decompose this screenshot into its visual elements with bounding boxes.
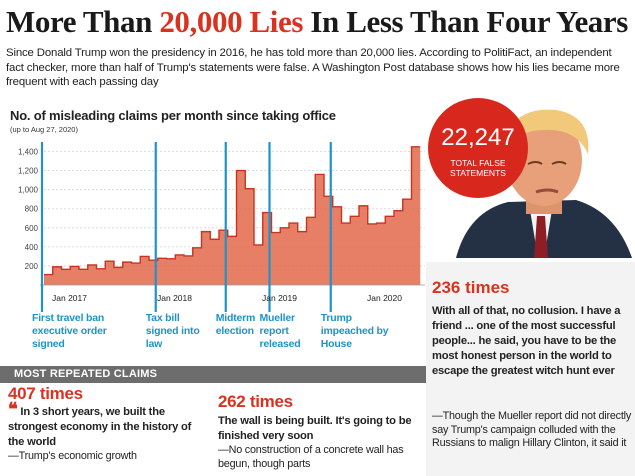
claim-note: —No construction of a concrete wall has …	[218, 444, 404, 470]
chart-title: No. of misleading claims per month since…	[10, 108, 336, 123]
x-tick-label: Jan 2020	[367, 293, 402, 303]
claim-count: 262 times	[218, 392, 293, 411]
intro-text: Since Donald Trump won the presidency in…	[6, 47, 620, 88]
event-label: Mueller report released	[259, 312, 301, 350]
trump-portrait	[448, 100, 634, 258]
claim-note: —Trump's economic growth	[8, 450, 137, 462]
headline-highlight: 20,000 Lies	[159, 4, 304, 39]
claim-economy: 407 times ❝ In 3 short years, we built t…	[8, 384, 204, 464]
chart-subtitle: (up to Aug 27, 2020)	[10, 125, 78, 134]
right-claim-count: 236 times	[432, 278, 510, 297]
headline-prefix: More Than	[6, 4, 160, 39]
x-tick-label: Jan 2017	[52, 293, 87, 303]
event-label: First travel ban executive order signed	[32, 312, 107, 350]
y-tick-label: 200	[25, 262, 39, 271]
right-claim-note: —Though the Mueller report did not direc…	[432, 410, 632, 449]
y-tick-label: 1,000	[18, 186, 39, 195]
total-false-statements-badge: 22,247 TOTAL FALSE STATEMENTS	[428, 98, 528, 198]
x-tick-label: Jan 2018	[157, 293, 192, 303]
most-repeated-claims-bar: MOST REPEATED CLAIMS	[0, 366, 426, 383]
claims-area-fill	[44, 146, 421, 285]
claim-quote: In 3 short years, we built the strongest…	[8, 406, 192, 448]
x-tick-label: Jan 2019	[262, 293, 297, 303]
headline: More Than 20,000 Lies In Less Than Four …	[6, 2, 630, 42]
headline-suffix: In Less Than Four Years	[303, 4, 628, 39]
y-tick-label: 1,200	[18, 167, 39, 176]
right-claim-quote: With all of that, no collusion. I have a…	[432, 305, 621, 377]
badge-label: TOTAL FALSE STATEMENTS	[450, 158, 506, 178]
y-tick-label: 400	[25, 243, 39, 252]
event-label: Midterm election	[215, 312, 256, 337]
claim-quote: The wall is being built. It's going to b…	[218, 415, 412, 442]
claim-wall: 262 times The wall is being built. It's …	[218, 392, 418, 471]
event-label: Tax bill signed into law	[145, 312, 200, 350]
right-claim-panel: 236 times With all of that, no collusion…	[426, 262, 635, 476]
quote-mark-icon: ❝	[8, 399, 18, 419]
y-tick-label: 800	[25, 205, 39, 214]
most-repeated-heading: MOST REPEATED CLAIMS	[14, 368, 158, 380]
event-annotations: First travel ban executive order signed T…	[0, 312, 430, 364]
claims-area-chart: 200 400 600 800 1,000 1,200 1,400 Jan 2017 Jan 2…	[18, 142, 425, 312]
badge-number: 22,247	[441, 124, 515, 151]
y-tick-label: 1,400	[18, 148, 39, 157]
event-label: Trump impeached by House	[320, 312, 389, 350]
claims-series-line	[44, 146, 421, 276]
claim-count: 407 times	[8, 384, 83, 403]
y-tick-label: 600	[25, 224, 39, 233]
